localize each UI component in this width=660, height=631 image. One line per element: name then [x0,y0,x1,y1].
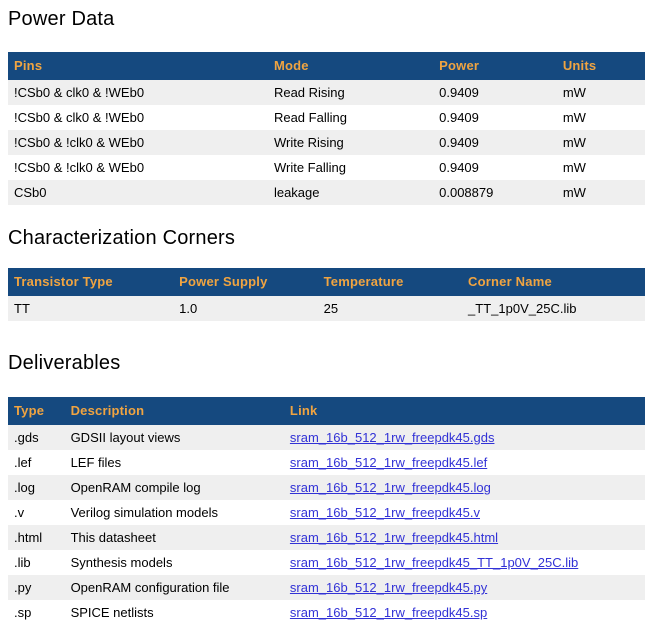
link-cell: sram_16b_512_1rw_freepdk45.v [283,500,645,525]
deliverable-link-gds[interactable]: sram_16b_512_1rw_freepdk45.gds [289,430,495,445]
power-cell: 0.008879 [433,180,557,205]
pins-cell: !CSb0 & clk0 & !WEb0 [8,105,268,130]
column-header-type: Type [8,397,65,425]
link-cell: sram_16b_512_1rw_freepdk45.html [283,525,645,550]
table-row: .gds GDSII layout views sram_16b_512_1rw… [8,425,645,450]
table-row: TT 1.0 25 _TT_1p0V_25C.lib [8,296,645,321]
type-cell: .log [8,475,65,500]
table-row: !CSb0 & clk0 & !WEb0 Read Rising 0.9409 … [8,80,645,105]
type-cell: .v [8,500,65,525]
pins-cell: !CSb0 & !clk0 & WEb0 [8,130,268,155]
description-cell: OpenRAM configuration file [64,575,284,600]
deliverables-table: Type Description Link .gds GDSII layout … [8,397,645,625]
table-row: .lib Synthesis models sram_16b_512_1rw_f… [8,550,645,575]
pins-cell: CSb0 [8,180,268,205]
type-cell: .gds [8,425,65,450]
deliverable-link-log[interactable]: sram_16b_512_1rw_freepdk45.log [289,480,491,495]
power-data-table: Pins Mode Power Units !CSb0 & clk0 & !WE… [8,52,645,205]
power-cell: 0.9409 [433,155,557,180]
deliverables-table-header-row: Type Description Link [8,397,645,425]
link-cell: sram_16b_512_1rw_freepdk45.log [283,475,645,500]
column-header-corner-name: Corner Name [462,268,645,296]
units-cell: mW [556,155,645,180]
units-cell: mW [556,105,645,130]
type-cell: .sp [8,600,65,625]
type-cell: .py [8,575,65,600]
power-cell: 0.9409 [433,105,557,130]
link-cell: sram_16b_512_1rw_freepdk45_TT_1p0V_25C.l… [283,550,645,575]
type-cell: .lef [8,450,65,475]
table-row: .v Verilog simulation models sram_16b_51… [8,500,645,525]
column-header-pins: Pins [8,52,268,80]
mode-cell: Read Rising [267,80,434,105]
link-cell: sram_16b_512_1rw_freepdk45.lef [283,450,645,475]
pins-cell: !CSb0 & !clk0 & WEb0 [8,155,268,180]
units-cell: mW [556,80,645,105]
table-row: .py OpenRAM configuration file sram_16b_… [8,575,645,600]
deliverable-link-v[interactable]: sram_16b_512_1rw_freepdk45.v [289,505,480,520]
column-header-temperature: Temperature [317,268,463,296]
characterization-corners-heading: Characterization Corners [8,227,236,249]
column-header-link: Link [283,397,645,425]
corners-table-header-row: Transistor Type Power Supply Temperature… [8,268,645,296]
description-cell: GDSII layout views [64,425,284,450]
units-cell: mW [556,180,645,205]
power-data-heading: Power Data [8,8,115,30]
transistor-type-cell: TT [8,296,174,321]
power-cell: 0.9409 [433,80,557,105]
table-row: CSb0 leakage 0.008879 mW [8,180,645,205]
description-cell: OpenRAM compile log [64,475,284,500]
type-cell: .lib [8,550,65,575]
description-cell: SPICE netlists [64,600,284,625]
table-row: .html This datasheet sram_16b_512_1rw_fr… [8,525,645,550]
link-cell: sram_16b_512_1rw_freepdk45.sp [283,600,645,625]
power-supply-cell: 1.0 [173,296,318,321]
corner-name-cell: _TT_1p0V_25C.lib [462,296,645,321]
column-header-mode: Mode [267,52,434,80]
mode-cell: Write Rising [267,130,434,155]
units-cell: mW [556,130,645,155]
deliverable-link-lef[interactable]: sram_16b_512_1rw_freepdk45.lef [289,455,488,470]
column-header-power-supply: Power Supply [173,268,318,296]
table-row: !CSb0 & !clk0 & WEb0 Write Falling 0.940… [8,155,645,180]
link-cell: sram_16b_512_1rw_freepdk45.py [283,575,645,600]
deliverable-link-sp[interactable]: sram_16b_512_1rw_freepdk45.sp [289,605,488,620]
description-cell: This datasheet [64,525,284,550]
column-header-transistor-type: Transistor Type [8,268,174,296]
table-row: !CSb0 & !clk0 & WEb0 Write Rising 0.9409… [8,130,645,155]
table-row: .lef LEF files sram_16b_512_1rw_freepdk4… [8,450,645,475]
column-header-description: Description [64,397,284,425]
deliverable-link-html[interactable]: sram_16b_512_1rw_freepdk45.html [289,530,499,545]
temperature-cell: 25 [317,296,463,321]
description-cell: Verilog simulation models [64,500,284,525]
characterization-corners-table: Transistor Type Power Supply Temperature… [8,268,645,321]
mode-cell: leakage [267,180,434,205]
type-cell: .html [8,525,65,550]
column-header-power: Power [433,52,557,80]
table-row: !CSb0 & clk0 & !WEb0 Read Falling 0.9409… [8,105,645,130]
table-row: .sp SPICE netlists sram_16b_512_1rw_free… [8,600,645,625]
table-row: .log OpenRAM compile log sram_16b_512_1r… [8,475,645,500]
deliverable-link-lib[interactable]: sram_16b_512_1rw_freepdk45_TT_1p0V_25C.l… [289,555,579,570]
column-header-units: Units [556,52,645,80]
deliverables-heading: Deliverables [8,352,121,374]
mode-cell: Write Falling [267,155,434,180]
description-cell: Synthesis models [64,550,284,575]
deliverable-link-py[interactable]: sram_16b_512_1rw_freepdk45.py [289,580,488,595]
mode-cell: Read Falling [267,105,434,130]
pins-cell: !CSb0 & clk0 & !WEb0 [8,80,268,105]
link-cell: sram_16b_512_1rw_freepdk45.gds [283,425,645,450]
description-cell: LEF files [64,450,284,475]
power-table-header-row: Pins Mode Power Units [8,52,645,80]
power-cell: 0.9409 [433,130,557,155]
